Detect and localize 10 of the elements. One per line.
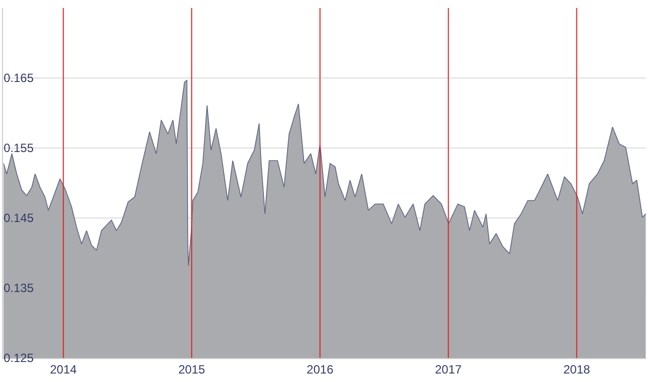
x-tick-label: 2015 (178, 362, 206, 376)
x-tick-label: 2014 (50, 362, 77, 376)
y-tick-label: 0.135 (4, 281, 34, 296)
x-tick-label: 2016 (306, 362, 334, 376)
y-tick-label: 0.125 (4, 351, 34, 366)
x-tick-label: 2018 (563, 362, 590, 376)
y-tick-label: 0.165 (4, 71, 34, 86)
y-tick-label: 0.155 (4, 141, 34, 156)
x-tick-label: 2017 (435, 362, 462, 376)
y-tick-label: 0.145 (4, 211, 34, 226)
